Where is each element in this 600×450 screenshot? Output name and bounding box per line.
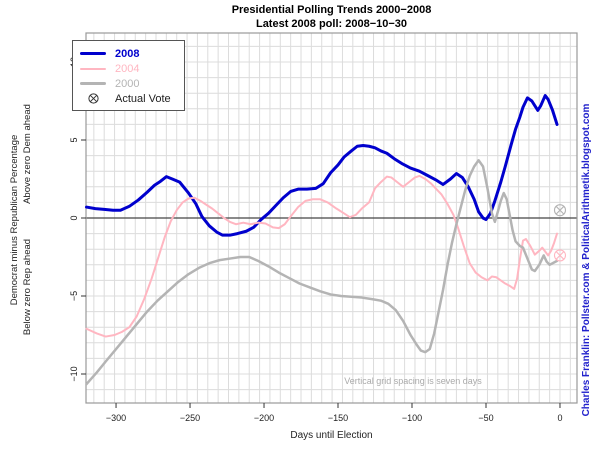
x-axis-label: Days until Election	[290, 430, 373, 441]
y-tick-label: −10	[69, 366, 79, 381]
grid-spacing-annotation: Vertical grid spacing is seven days	[344, 376, 482, 386]
x-tick-label: −50	[478, 413, 493, 423]
legend-item-2004: 2004	[80, 61, 184, 76]
x-tick-label: −200	[254, 413, 274, 423]
legend-label-actual-vote: Actual Vote	[115, 92, 171, 105]
legend: 2008 2004 2000 Actual Vote	[72, 40, 185, 111]
legend-swatch-2000	[80, 82, 106, 85]
series-2008-line	[84, 94, 559, 237]
legend-item-2000: 2000	[80, 76, 184, 91]
actual-vote-marker-2000	[553, 204, 567, 217]
credit-line: Charles Franklin: Pollster.com & Politic…	[581, 103, 592, 417]
legend-item-actual-vote: Actual Vote	[80, 91, 184, 106]
chart-title-line2: Latest 2008 poll: 2008−10−30	[255, 18, 408, 30]
y-tick-label: 0	[69, 215, 79, 220]
actual-vote-marker-2004	[553, 249, 567, 262]
legend-label-2008: 2008	[115, 47, 140, 60]
legend-label-2004: 2004	[115, 62, 140, 75]
legend-swatch-2004	[80, 67, 106, 70]
y-axis-label: Democrat minus Republican Percentage	[9, 134, 20, 306]
series-2004-line	[85, 174, 559, 338]
legend-label-2000: 2000	[115, 77, 140, 90]
chart-title: Presidential Polling Trends 2000−2008 La…	[86, 3, 577, 31]
y-tick-label: −5	[69, 291, 79, 301]
x-tick-label: −250	[180, 413, 200, 423]
circle-x-icon	[80, 92, 106, 105]
chart-title-line1: Presidential Polling Trends 2000−2008	[231, 4, 432, 16]
x-tick-label: 0	[557, 413, 562, 423]
legend-swatch-2008	[80, 52, 106, 55]
y-tick-label: 5	[69, 137, 79, 142]
legend-item-2008: 2008	[80, 46, 184, 61]
x-tick-label: −150	[328, 413, 348, 423]
x-tick-label: −100	[402, 413, 422, 423]
y-axis-label-below-zero: Below zero Rep ahead	[22, 238, 33, 336]
series-2000-line	[85, 159, 559, 386]
x-tick-label: −300	[106, 413, 126, 423]
